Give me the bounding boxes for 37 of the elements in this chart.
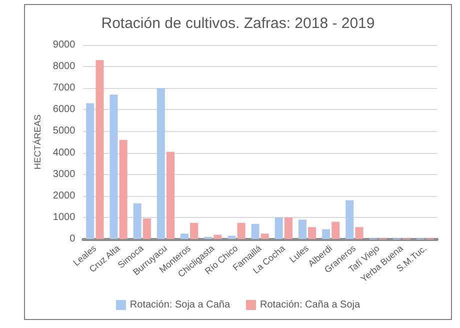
y-tick-label: 1000 bbox=[52, 212, 76, 223]
bar bbox=[214, 234, 222, 239]
bar bbox=[260, 234, 269, 239]
bar bbox=[156, 88, 165, 239]
bar bbox=[237, 222, 246, 239]
bar bbox=[298, 220, 306, 239]
bar bbox=[180, 234, 188, 239]
bar bbox=[133, 203, 142, 239]
bar bbox=[322, 229, 330, 239]
bar bbox=[308, 227, 316, 239]
y-tick-label: 2000 bbox=[52, 190, 76, 202]
y-tick-label: 9000 bbox=[52, 40, 76, 50]
bar bbox=[251, 224, 260, 239]
bar bbox=[284, 217, 292, 239]
y-tick-label: 3000 bbox=[52, 168, 76, 180]
legend-label: Rotación: Soja a Caña bbox=[130, 300, 230, 310]
bar bbox=[274, 217, 283, 239]
bar bbox=[355, 227, 364, 239]
legend-label: Rotación: Caña a Soja bbox=[260, 300, 360, 310]
bar bbox=[332, 222, 340, 239]
chart-title: Rotación de cultivos. Zafras: 2018 - 2019 bbox=[101, 15, 375, 32]
bar bbox=[110, 94, 118, 239]
bar bbox=[166, 152, 175, 239]
bar bbox=[190, 222, 198, 239]
y-tick-label: 0 bbox=[70, 234, 76, 244]
bar bbox=[346, 200, 354, 239]
bar bbox=[142, 218, 151, 239]
y-tick-label: 8000 bbox=[52, 61, 76, 72]
y-tick-label: 5000 bbox=[52, 126, 76, 137]
bar bbox=[119, 140, 128, 239]
bar bbox=[86, 103, 94, 239]
y-tick-label: 6000 bbox=[52, 104, 76, 116]
y-tick-label: 4000 bbox=[52, 147, 76, 158]
y-tick-label: 7000 bbox=[52, 82, 76, 94]
bar bbox=[228, 236, 236, 239]
bar bbox=[96, 60, 104, 239]
y-axis-title: HECTÁREAS bbox=[32, 114, 42, 170]
